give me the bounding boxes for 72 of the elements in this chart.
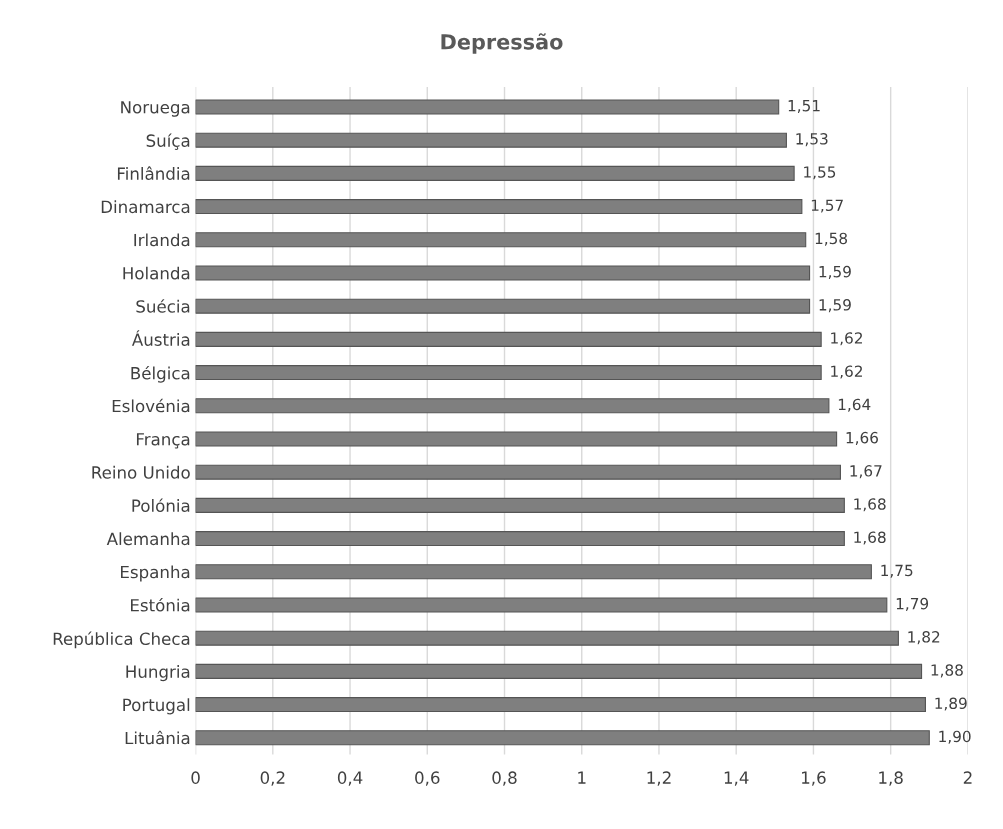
y-tick-label: Bélgica — [131, 365, 190, 383]
y-tick-label: Suécia — [136, 299, 190, 313]
data-label: 1,82 — [908, 631, 940, 645]
data-label: 1,55 — [804, 166, 836, 180]
bar — [195, 265, 811, 281]
bar — [195, 331, 822, 347]
data-label: 1,68 — [854, 498, 886, 512]
y-tick-label: Lituânia — [125, 730, 190, 745]
y-tick-label: Estónia — [131, 597, 190, 612]
data-label: 1,57 — [811, 199, 843, 213]
y-tick-label: Polónia — [132, 498, 190, 512]
y-tick-label: França — [136, 433, 190, 449]
x-tick-label: 0,6 — [415, 771, 440, 786]
bar — [195, 431, 838, 447]
data-label: 1,88 — [931, 664, 963, 678]
data-label: 1,59 — [819, 265, 851, 279]
x-tick-label: 0,8 — [492, 771, 517, 786]
data-label: 1,51 — [788, 100, 820, 113]
bar — [195, 132, 787, 148]
data-label: 1,79 — [896, 597, 929, 611]
y-tick-label: República Checa — [53, 631, 190, 649]
y-tick-label: Reino Unido — [92, 465, 190, 479]
y-tick-label: Alemanha — [106, 532, 190, 546]
bar — [195, 298, 811, 314]
y-tick-label: Noruega — [121, 101, 190, 117]
bar — [195, 165, 795, 181]
y-tick-label: Holanda — [123, 266, 190, 280]
x-tick-label: 2 — [963, 771, 972, 784]
data-label: 1,59 — [819, 299, 851, 313]
data-label: 1,68 — [854, 531, 886, 545]
bar — [195, 697, 926, 713]
x-tick-label: 0,4 — [337, 771, 363, 786]
bar — [195, 730, 930, 746]
data-label: 1,53 — [796, 133, 828, 147]
data-label: 1,75 — [881, 564, 913, 578]
bar — [195, 663, 923, 679]
x-tick-label: 0,2 — [260, 771, 285, 786]
y-tick-label: Eslovénia — [112, 398, 190, 413]
bar — [195, 365, 822, 381]
bar — [195, 232, 807, 248]
x-tick-label: 1 — [578, 771, 586, 784]
x-tick-label: 0 — [191, 771, 200, 784]
y-tick-label: Hungria — [126, 665, 190, 682]
x-tick-label: 1,6 — [802, 771, 826, 786]
data-label: 1,62 — [831, 332, 862, 346]
data-label: 1,62 — [831, 365, 862, 379]
data-label: 1,89 — [935, 697, 967, 711]
bar — [195, 497, 845, 513]
y-tick-label: Dinamarca — [101, 200, 190, 214]
data-label: 1,67 — [850, 465, 882, 479]
y-tick-label: Portugal — [123, 698, 190, 715]
bar — [195, 99, 780, 115]
x-tick-label: 1,4 — [724, 771, 749, 786]
x-tick-label: 1,2 — [647, 771, 671, 786]
bar — [195, 531, 845, 547]
x-tick-label: 1,8 — [879, 771, 903, 786]
data-label: 1,66 — [846, 431, 878, 445]
y-tick-label: Espanha — [121, 565, 190, 582]
bar — [195, 564, 872, 580]
chart-title: Depressão — [441, 33, 563, 54]
bar — [195, 597, 888, 613]
bar — [195, 630, 899, 646]
data-label: 1,90 — [939, 730, 971, 744]
bar — [195, 398, 830, 414]
y-tick-label: Finlândia — [117, 166, 190, 180]
y-tick-label: Áustria — [131, 330, 190, 346]
data-label: 1,64 — [838, 398, 871, 412]
y-tick-label: Suíça — [146, 133, 190, 150]
data-label: 1,58 — [815, 232, 848, 246]
bar — [195, 464, 842, 480]
bar — [195, 199, 803, 215]
y-tick-label: Irlanda — [134, 233, 190, 247]
